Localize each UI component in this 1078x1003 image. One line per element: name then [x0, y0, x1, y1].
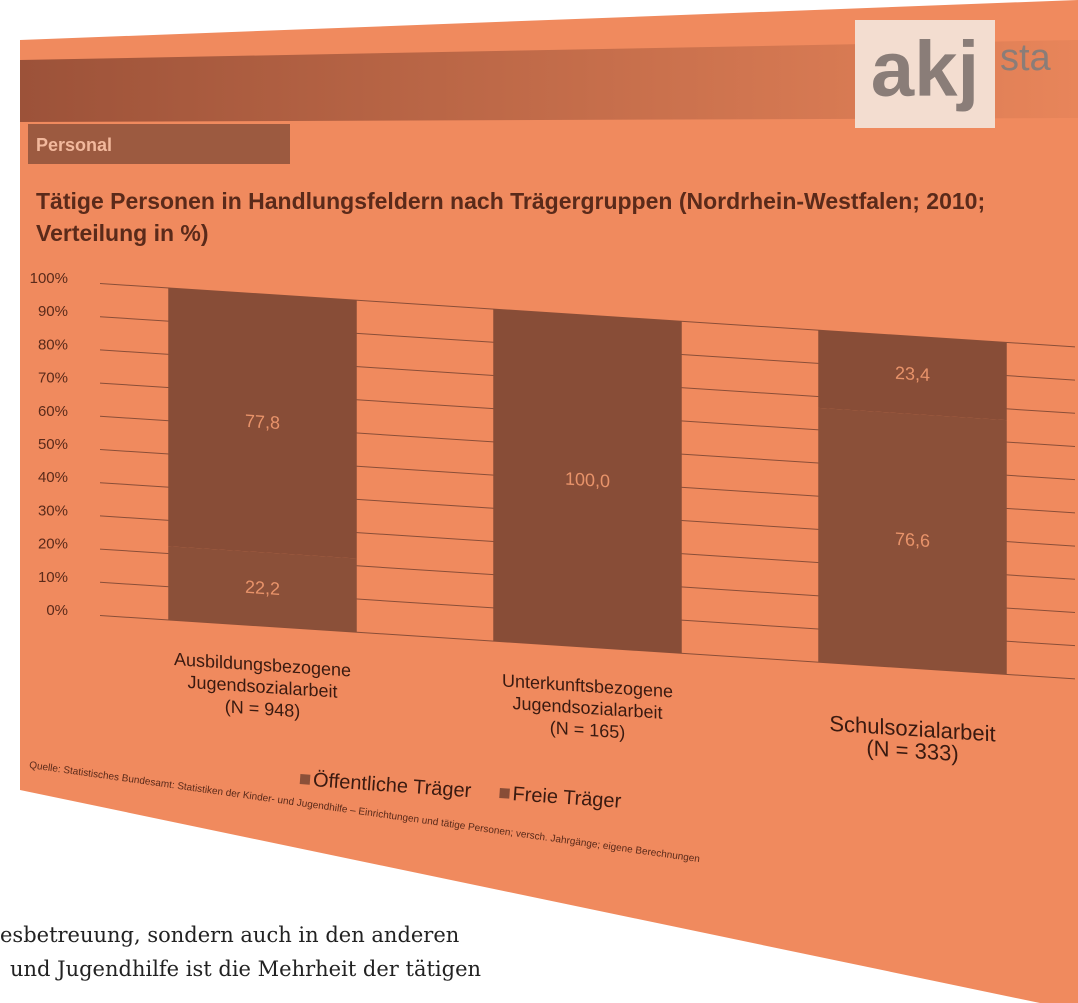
legend-swatch — [299, 774, 311, 785]
x-tick-label: (N = 333) — [866, 735, 958, 766]
x-tick-label: (N = 948) — [225, 696, 300, 721]
header-band — [20, 40, 1078, 122]
logo-suffix: sta — [1000, 37, 1052, 79]
value-label: 77,8 — [245, 411, 280, 433]
y-tick-label: 50% — [38, 436, 68, 453]
plot: 22,277,8AusbildungsbezogeneJugendsoziala… — [100, 283, 1075, 766]
y-tick-label: 60% — [38, 403, 68, 420]
x-tick-label: (N = 165) — [550, 717, 625, 742]
value-label: 23,4 — [895, 363, 930, 385]
value-label: 22,2 — [245, 577, 280, 599]
legend-swatch — [499, 787, 510, 799]
y-tick-label: 80% — [38, 336, 68, 353]
body-line: und Jugendhilfe ist die Mehrheit der tät… — [10, 957, 482, 981]
value-label: 100,0 — [565, 468, 610, 491]
y-tick-label: 30% — [38, 502, 68, 519]
bar-segment — [168, 546, 357, 633]
body-text: esbetreuung, sondern auch in den anderen… — [0, 918, 481, 986]
y-tick-label: 0% — [46, 602, 68, 619]
y-tick-label: 100% — [30, 270, 68, 287]
logo: akj — [871, 25, 979, 113]
y-tick-label: 20% — [38, 536, 68, 553]
y-tick-label: 10% — [38, 569, 68, 586]
bar-segment — [493, 309, 682, 654]
logo-box — [855, 20, 995, 128]
y-tick-label: 70% — [38, 370, 68, 387]
body-line: esbetreuung, sondern auch in den anderen — [0, 923, 460, 947]
bar-segment — [818, 407, 1007, 675]
y-tick-label: 40% — [38, 469, 68, 486]
bar-segment — [818, 330, 1007, 421]
value-label: 76,6 — [895, 529, 930, 551]
section-box — [28, 124, 290, 164]
y-tick-label: 90% — [38, 303, 68, 320]
chart-title: Tätige Personen in Handlungsfeldern nach… — [36, 188, 986, 246]
bar-segment — [168, 287, 357, 559]
section-label: Personal — [36, 135, 112, 155]
